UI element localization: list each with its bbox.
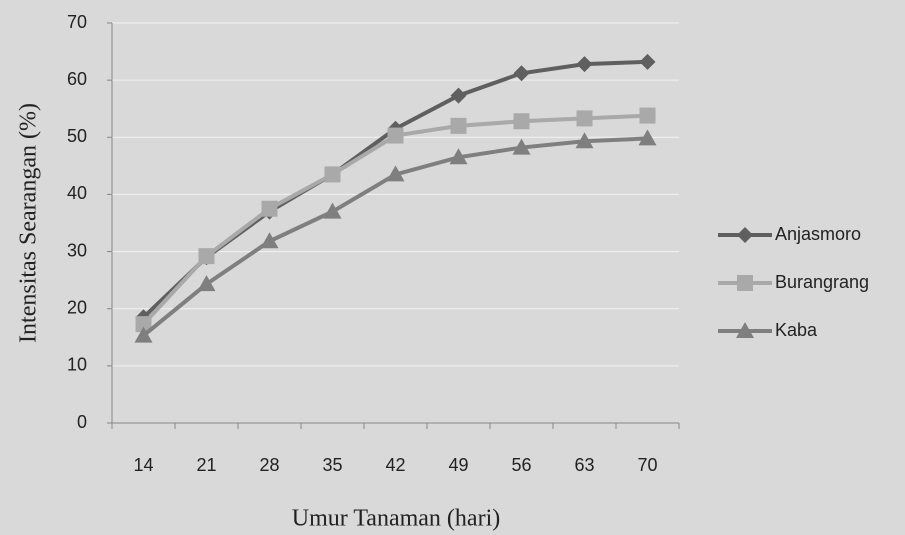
marker [135,316,152,333]
x-tick-label: 63 [574,455,594,475]
y-tick-label: 60 [67,69,87,89]
marker [737,227,753,243]
x-tick-label: 28 [259,455,279,475]
marker [639,53,656,70]
x-tick-label: 35 [322,455,342,475]
x-tick-label: 42 [385,455,405,475]
marker [261,200,278,217]
marker [260,232,279,249]
marker [576,110,593,127]
y-tick-label: 0 [77,412,87,432]
x-tick-label: 14 [133,455,153,475]
x-tick-label: 70 [637,455,657,475]
marker [737,275,753,291]
marker [736,322,754,338]
y-tick-label: 20 [67,297,87,317]
legend-label: Burangrang [775,272,869,292]
marker [575,132,594,149]
marker [450,87,467,104]
marker [323,202,342,219]
y-tick-label: 50 [67,126,87,146]
marker [198,248,215,265]
marker [387,127,404,144]
marker [134,326,153,343]
y-tick-label: 10 [67,355,87,375]
x-tick-label: 56 [511,455,531,475]
y-tick-label: 40 [67,183,87,203]
y-tick-label: 70 [67,12,87,32]
marker [197,275,216,292]
x-axis-label: Umur Tanaman (hari) [292,506,500,532]
marker [449,148,468,165]
marker [639,107,656,124]
y-tick-label: 30 [67,240,87,260]
x-tick-label: 49 [448,455,468,475]
marker [450,117,467,134]
marker [513,65,530,82]
marker [512,138,531,155]
legend-label: Kaba [775,320,818,340]
legend-label: Anjasmoro [775,224,861,244]
marker [576,56,593,73]
y-axis-label: Intensitas Searangan (%) [16,103,42,343]
marker [513,113,530,130]
marker [386,165,405,182]
marker [324,166,341,183]
marker [638,129,657,146]
x-tick-label: 21 [196,455,216,475]
